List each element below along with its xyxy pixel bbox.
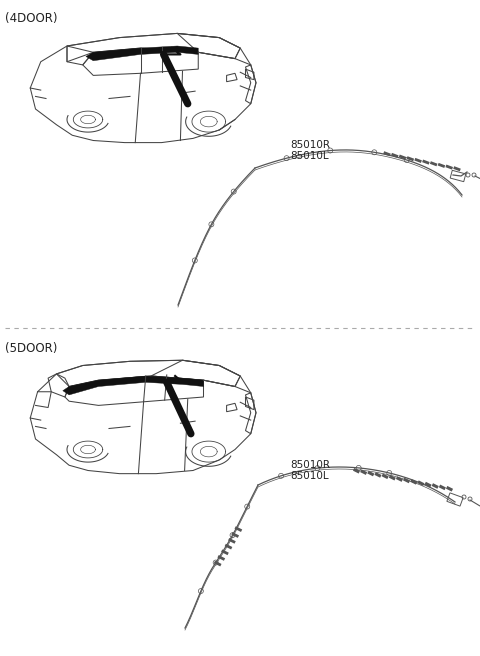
Text: (4DOOR): (4DOOR) (5, 12, 58, 25)
Text: 85010R: 85010R (290, 140, 330, 150)
Text: (5DOOR): (5DOOR) (5, 342, 58, 355)
Text: 85010L: 85010L (290, 151, 329, 161)
Polygon shape (63, 376, 204, 395)
Bar (447, 493, 463, 506)
Text: 85010L: 85010L (290, 471, 329, 481)
Bar (450, 171, 466, 182)
Text: 85010R: 85010R (290, 460, 330, 470)
Polygon shape (86, 46, 198, 61)
